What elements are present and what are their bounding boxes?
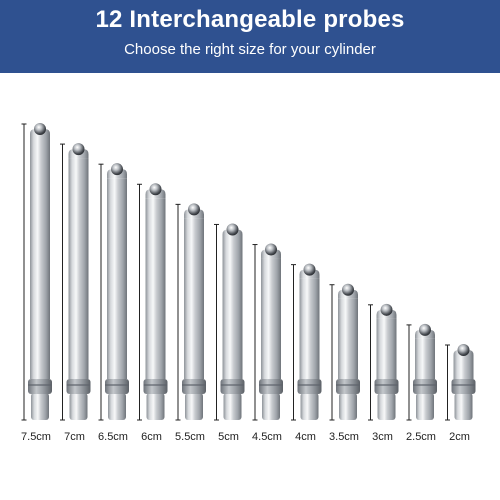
probe-1: 7.5cm (21, 123, 52, 443)
probe-collar-groove (28, 384, 52, 386)
probe-base (223, 393, 242, 420)
probe-collar (105, 379, 129, 394)
probe-shaft (338, 298, 358, 379)
probe-base (416, 393, 434, 420)
probe-ball (111, 163, 123, 176)
probe-3: 6.5cm (98, 163, 129, 443)
probe-collar (259, 379, 283, 394)
probe-ball (303, 263, 316, 276)
probe-collar-groove (374, 384, 399, 386)
probe-collar-groove (451, 384, 476, 386)
probe-10: 3cm (368, 303, 399, 443)
probe-ball (419, 323, 431, 336)
probe-collar (220, 379, 245, 394)
probe-shaft (145, 198, 166, 379)
probe-ball (188, 203, 200, 216)
probe-collar (297, 379, 322, 394)
probe-4: 6cm (137, 183, 168, 443)
probe-base (339, 393, 357, 420)
probe-ball (380, 303, 393, 316)
probe-12: 2cm (445, 344, 476, 443)
probe-collar (413, 379, 437, 394)
probe-6: 5cm (214, 223, 245, 443)
probe-collar-groove (66, 384, 91, 386)
probe-collar-groove (413, 384, 437, 386)
probe-collar-groove (143, 384, 168, 386)
probe-collar-groove (182, 384, 206, 386)
probe-collar (182, 379, 206, 394)
probe-2: 7cm (60, 143, 91, 443)
probe-shaft (68, 158, 89, 379)
header-banner: 12 Interchangeable probes Choose the rig… (0, 0, 500, 73)
probe-ball (34, 123, 46, 135)
page-title: 12 Interchangeable probes (95, 6, 405, 33)
probe-5: 5.5cm (175, 203, 206, 443)
probe-shaft (30, 138, 50, 379)
probe-base (146, 393, 165, 420)
probe-collar-groove (297, 384, 322, 386)
probe-length-label: 2.5cm (406, 431, 436, 443)
probe-collar-groove (336, 384, 360, 386)
probe-shaft (299, 278, 320, 379)
probe-shaft (261, 258, 281, 379)
probe-shaft (184, 218, 204, 379)
probe-length-label: 2cm (449, 431, 470, 443)
probe-shaft (107, 178, 127, 379)
probe-base (300, 393, 319, 420)
probe-collar (28, 379, 52, 394)
probe-base (454, 393, 473, 420)
probe-base (31, 393, 49, 420)
probe-shaft (376, 318, 397, 379)
probe-ball (457, 344, 470, 356)
probe-ball (149, 183, 162, 196)
probe-length-label: 5.5cm (175, 431, 205, 443)
probe-ball (72, 143, 85, 156)
probe-ball (342, 283, 354, 296)
probe-shaft (453, 359, 474, 379)
probe-base (185, 393, 203, 420)
probe-collar (451, 379, 476, 394)
probe-9: 3.5cm (329, 283, 360, 443)
probe-length-label: 6.5cm (98, 431, 128, 443)
probe-length-label: 7.5cm (21, 431, 51, 443)
probe-shaft (222, 238, 243, 379)
probe-length-label: 7cm (64, 431, 85, 443)
probe-length-label: 3.5cm (329, 431, 359, 443)
probe-collar-groove (259, 384, 283, 386)
probe-length-label: 5cm (218, 431, 239, 443)
probe-base (108, 393, 126, 420)
probe-length-label: 4.5cm (252, 431, 282, 443)
probe-collar-groove (105, 384, 129, 386)
probe-collar (374, 379, 399, 394)
probe-base (69, 393, 88, 420)
page-subtitle: Choose the right size for your cylinder (124, 41, 376, 58)
probe-collar (66, 379, 91, 394)
probe-collar (336, 379, 360, 394)
probe-ball (265, 243, 277, 256)
probe-collar (143, 379, 168, 394)
probe-11: 2.5cm (406, 323, 437, 443)
probe-length-label: 4cm (295, 431, 316, 443)
probe-collar-groove (220, 384, 245, 386)
probe-8: 4cm (291, 263, 322, 443)
probe-base (377, 393, 396, 420)
probe-base (262, 393, 280, 420)
probe-shaft (415, 338, 435, 379)
probe-ball (226, 223, 239, 236)
probe-length-label: 6cm (141, 431, 162, 443)
probe-length-label: 3cm (372, 431, 393, 443)
probe-7: 4.5cm (252, 243, 283, 443)
